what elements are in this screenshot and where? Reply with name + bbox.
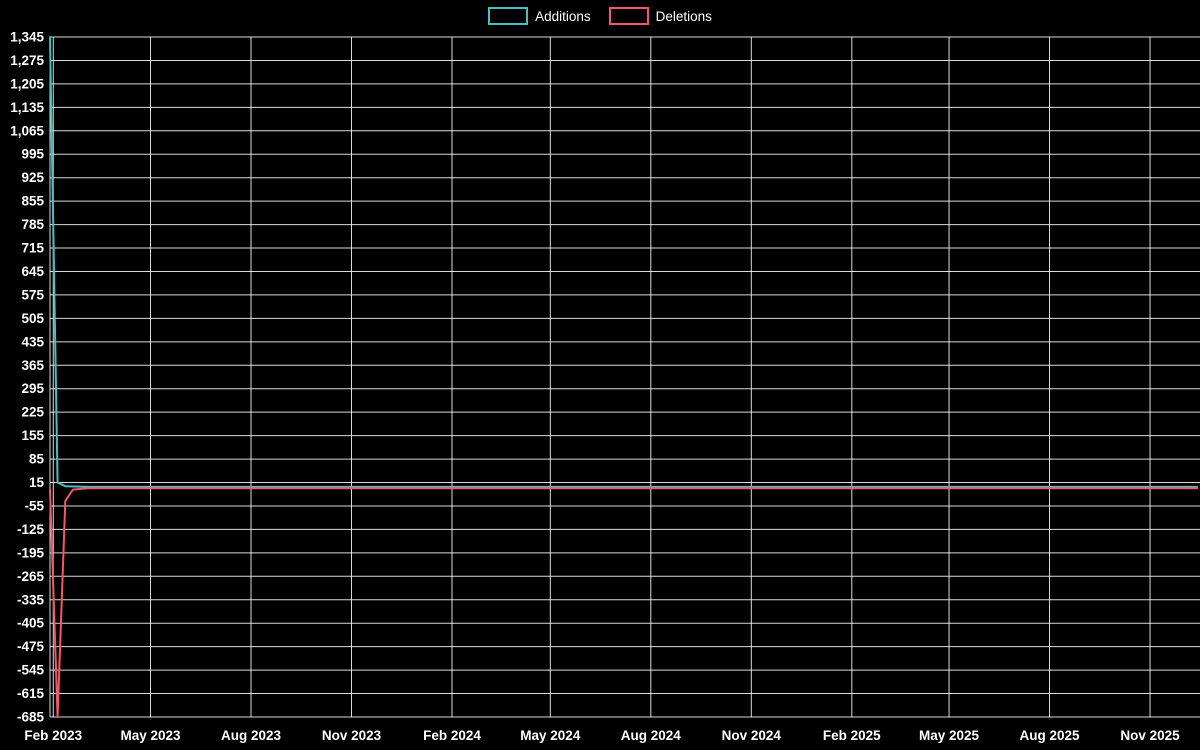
deletions-swatch-icon [608,7,649,25]
y-tick-label: 225 [21,405,44,420]
y-tick-label: 785 [21,217,44,232]
x-tick-label: Nov 2024 [722,728,782,743]
axis-labels: 1,345 1,275 1,205 1,135 1,065 995 925 855 785 715… [10,30,1180,744]
y-tick-label: 1,135 [10,100,44,115]
x-tick-label: Aug 2023 [221,728,282,743]
y-tick-label: -685 [17,710,45,725]
y-tick-label: -195 [17,545,45,560]
x-tick-label: May 2024 [520,728,581,743]
y-tick-label: 505 [21,311,44,326]
series-line-additions [49,36,1198,488]
legend-label-additions: Additions [535,8,591,24]
y-tick-label: 295 [21,381,44,396]
x-tick-label: Nov 2023 [322,728,382,743]
y-tick-label: 1,345 [10,30,44,45]
y-tick-label: -405 [17,616,45,631]
y-tick-label: -265 [17,569,45,584]
y-tick-label: 155 [21,428,44,443]
y-tick-label: -475 [17,639,45,654]
chart-legend: Additions Deletions [0,7,1200,25]
series-line-deletions [49,487,1198,718]
x-tick-label: May 2023 [120,728,181,743]
x-tick-label: May 2025 [919,728,980,743]
y-tick-label: -335 [17,592,45,607]
y-tick-label: -615 [17,686,45,701]
legend-label-deletions: Deletions [655,8,712,24]
grid-lines [49,36,1200,718]
y-tick-label: 995 [21,147,44,162]
y-tick-label: 1,065 [10,123,44,138]
x-tick-label: Aug 2025 [1020,728,1081,743]
legend-item-additions[interactable]: Additions [488,7,591,25]
x-tick-label: Feb 2023 [24,728,82,743]
y-tick-label: 1,205 [10,76,44,91]
y-tick-label: -125 [17,522,45,537]
y-tick-label: -55 [24,498,44,513]
y-tick-label: 435 [21,334,44,349]
y-tick-label: 85 [29,452,45,467]
x-tick-label: Nov 2025 [1120,728,1180,743]
additions-swatch-icon [488,7,529,25]
y-tick-label: 715 [21,241,44,256]
x-tick-label: Feb 2025 [823,728,881,743]
y-tick-label: 645 [21,264,44,279]
y-tick-label: 925 [21,170,44,185]
y-tick-label: 855 [21,194,44,209]
y-tick-label: 15 [29,475,45,490]
y-tick-label: 1,275 [10,53,44,68]
y-tick-label: 365 [21,358,44,373]
y-tick-label: -545 [17,663,45,678]
y-tick-label: 575 [21,287,44,302]
series-lines [49,36,1198,718]
legend-item-deletions[interactable]: Deletions [608,7,712,25]
x-tick-label: Feb 2024 [423,728,481,743]
x-tick-label: Aug 2024 [621,728,682,743]
